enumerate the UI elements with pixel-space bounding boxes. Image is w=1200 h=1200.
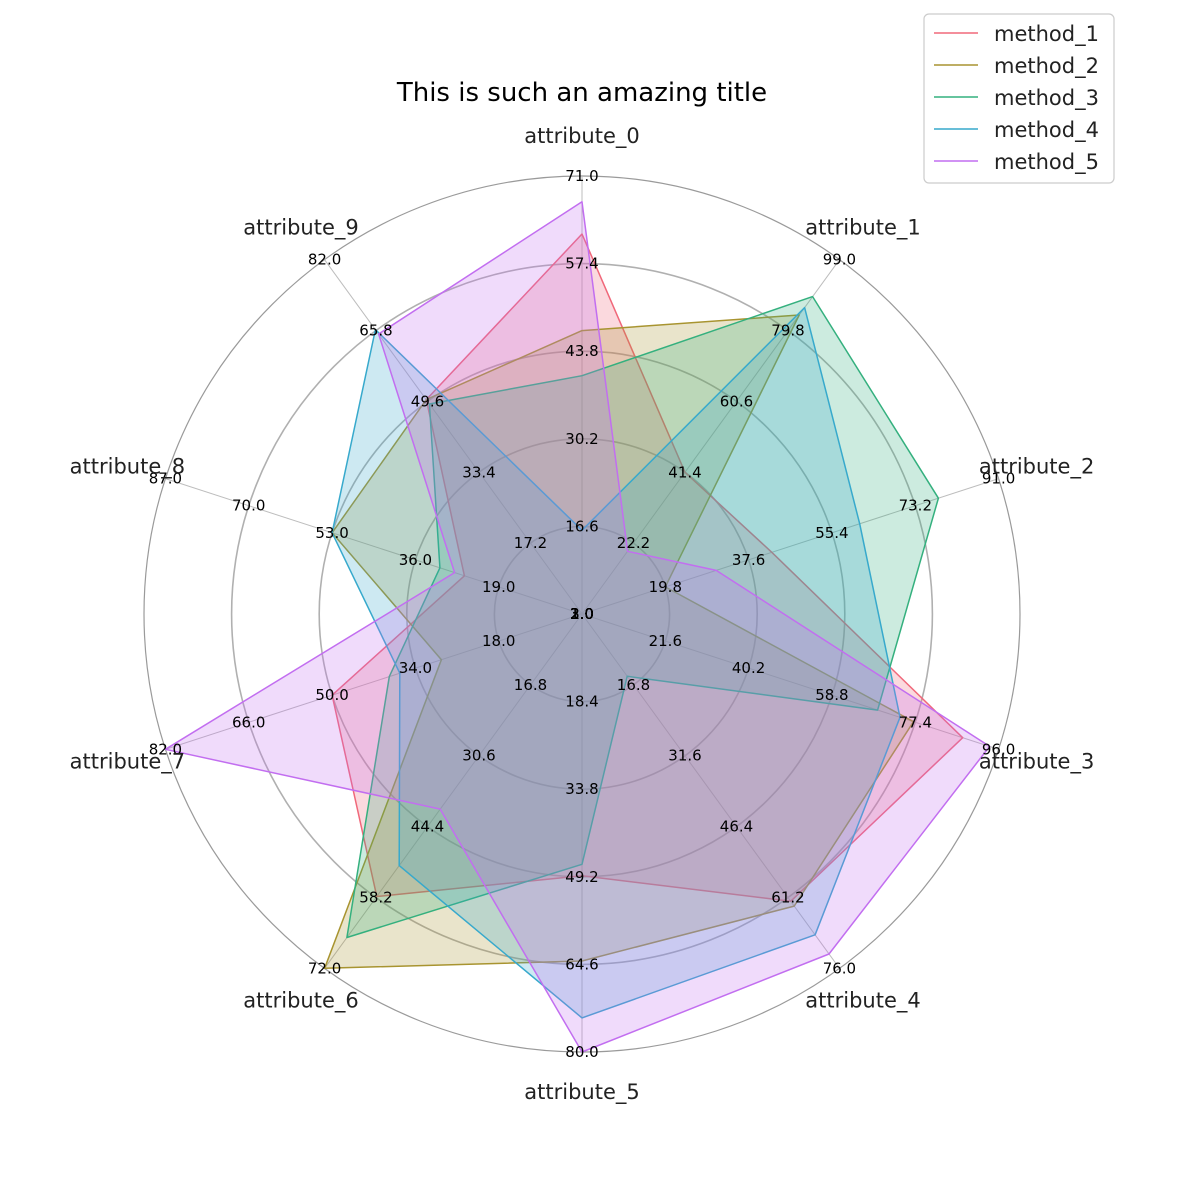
spoke-4	[581, 613, 840, 969]
tick-label-3-5: 96.0	[982, 740, 1015, 758]
tick-label-6-4: 58.2	[359, 889, 392, 907]
spoke-7	[165, 613, 583, 750]
tick-label-2-1: 19.8	[649, 578, 682, 596]
series-layer	[164, 201, 991, 1053]
grid-layer	[143, 175, 1021, 1053]
tick-label-6-2: 30.6	[462, 747, 495, 765]
axis-label-0: attribute_0	[524, 124, 639, 149]
tick-label-2-3: 55.4	[815, 524, 848, 542]
tick-label-8-5: 87.0	[149, 470, 182, 488]
axis-label-7: attribute_7	[70, 750, 185, 775]
tick-label-0-3: 43.8	[565, 342, 598, 360]
tick-label-1-4: 79.8	[771, 322, 804, 340]
tick-label-8-0: 2.0	[570, 605, 594, 623]
tick-label-3-4: 77.4	[899, 713, 932, 731]
legend-label-method_1: method_1	[994, 22, 1099, 47]
tick-label-0-4: 57.4	[565, 255, 598, 273]
legend-label-method_3: method_3	[994, 86, 1099, 111]
tick-label-5-1: 18.4	[565, 693, 598, 711]
tick-label-2-0: 1.0	[570, 605, 594, 623]
tick-label-3-1: 21.6	[649, 632, 682, 650]
tick-label-5-5: 80.0	[565, 1043, 598, 1061]
axis-label-layer: attribute_0attribute_1attribute_2attribu…	[70, 124, 1095, 1105]
tick-label-0-5: 71.0	[565, 167, 598, 185]
series-method_5	[164, 201, 991, 1053]
tick-label-9-1: 17.2	[514, 534, 547, 552]
spoke-8	[165, 478, 583, 615]
tick-label-5-2: 33.8	[565, 780, 598, 798]
tick-label-6-1: 16.8	[514, 676, 547, 694]
tick-label-3-3: 58.8	[815, 686, 848, 704]
axis-label-9: attribute_9	[243, 215, 358, 240]
tick-label-8-2: 36.0	[399, 551, 432, 569]
spoke-2	[581, 478, 999, 615]
tick-label-8-4: 70.0	[232, 497, 265, 515]
tick-label-7-1: 18.0	[482, 632, 515, 650]
tick-label-2-2: 37.6	[732, 551, 765, 569]
tick-label-4-2: 31.6	[668, 747, 701, 765]
tick-label-4-1: 16.8	[617, 676, 650, 694]
spoke-9	[324, 259, 583, 615]
tick-label-9-3: 49.6	[411, 392, 444, 410]
tick-label-7-3: 50.0	[315, 686, 348, 704]
legend-label-method_4: method_4	[994, 118, 1099, 143]
tick-label-4-3: 46.4	[720, 818, 753, 836]
tick-label-5-3: 49.2	[565, 868, 598, 886]
legend-frame	[923, 13, 1115, 184]
tick-label-1-2: 41.4	[668, 463, 701, 481]
tick-label-1-1: 22.2	[617, 534, 650, 552]
tick-label-5-4: 64.6	[565, 955, 598, 973]
tick-label-1-3: 60.6	[720, 392, 753, 410]
tick-label-3-0: 3.0	[570, 605, 594, 623]
axis-label-6: attribute_6	[243, 989, 358, 1014]
tick-label-1-0: 3.0	[570, 605, 594, 623]
series-method_1	[331, 233, 964, 903]
tick-label-6-0: 2.0	[570, 605, 594, 623]
axis-label-3: attribute_3	[979, 750, 1094, 775]
axis-label-5: attribute_5	[524, 1080, 639, 1105]
legend-label-method_5: method_5	[994, 150, 1099, 175]
tick-label-6-5: 72.0	[308, 959, 341, 977]
tick-label-0-0: 3.0	[570, 605, 594, 623]
tick-label-7-0: 2.0	[570, 605, 594, 623]
tick-label-7-5: 82.0	[149, 740, 182, 758]
tick-label-2-4: 73.2	[899, 497, 932, 515]
axis-label-8: attribute_8	[70, 454, 185, 479]
tick-label-6-3: 44.4	[411, 818, 444, 836]
tick-label-4-4: 61.2	[771, 889, 804, 907]
tick-label-9-4: 65.8	[359, 322, 392, 340]
tick-label-8-1: 19.0	[482, 578, 515, 596]
chart-title: This is such an amazing title	[396, 78, 767, 108]
tick-label-9-0: 1.0	[570, 605, 594, 623]
tick-label-4-0: 2.0	[570, 605, 594, 623]
tick-label-0-1: 16.6	[565, 517, 598, 535]
tick-label-0-2: 30.2	[565, 430, 598, 448]
axis-label-4: attribute_4	[805, 989, 920, 1014]
tick-label-7-4: 66.0	[232, 713, 265, 731]
axis-label-1: attribute_1	[805, 215, 920, 240]
series-method_4	[331, 306, 901, 1019]
tick-label-3-2: 40.2	[732, 659, 765, 677]
tick-label-4-5: 76.0	[823, 959, 856, 977]
tick-label-2-5: 91.0	[982, 470, 1015, 488]
spoke-3	[581, 613, 999, 750]
tick-label-1-5: 99.0	[823, 251, 856, 269]
series-method_2	[323, 314, 915, 970]
tick-label-9-5: 82.0	[308, 251, 341, 269]
legend-label-method_2: method_2	[994, 54, 1099, 79]
axis-label-2: attribute_2	[979, 454, 1094, 479]
tick-label-5-0: 3.0	[570, 605, 594, 623]
legend: method_1 method_2 method_3 method_4 method_5	[923, 13, 1115, 184]
tick-label-7-2: 34.0	[399, 659, 432, 677]
tick-label-8-3: 53.0	[315, 524, 348, 542]
tick-label-layer: 3.016.630.243.857.471.03.022.241.460.679…	[149, 167, 1016, 1061]
spoke-6	[324, 613, 583, 969]
tick-label-9-2: 33.4	[462, 463, 495, 481]
